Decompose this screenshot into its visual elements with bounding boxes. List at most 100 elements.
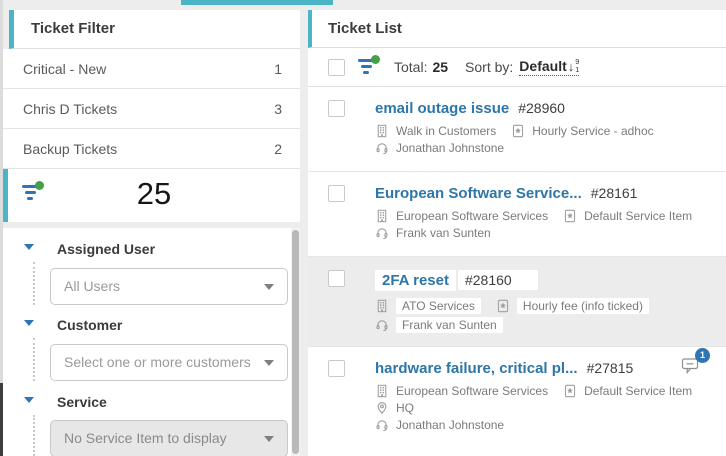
saved-filter-item-chris-d[interactable]: Chris D Tickets 3 bbox=[3, 89, 300, 129]
assignee-headset-icon bbox=[376, 143, 388, 155]
saved-filter-count: 2 bbox=[274, 140, 282, 157]
filter-active-icon[interactable] bbox=[22, 181, 44, 203]
saved-filter-count: 1 bbox=[274, 60, 282, 77]
saved-filter-item-critical-new[interactable]: Critical - New 1 bbox=[3, 49, 300, 89]
ticket-meta-line: European Software Services Default Servi… bbox=[375, 384, 726, 398]
service-dropdown[interactable]: No Service Item to display bbox=[50, 420, 288, 456]
saved-filter-list: Critical - New 1 Chris D Tickets 3 Backu… bbox=[3, 49, 300, 169]
section-connector bbox=[33, 262, 35, 305]
status-dot-icon bbox=[35, 181, 44, 190]
chevron-down-icon bbox=[264, 284, 274, 290]
ticket-service: Default Service Item bbox=[584, 209, 693, 223]
sort-selector[interactable]: Default ↓ 9 1 bbox=[519, 57, 580, 76]
ticket-checkbox[interactable] bbox=[328, 100, 345, 117]
ticket-meta-line: Frank van Sunten bbox=[375, 226, 726, 240]
total-label: Total: bbox=[394, 59, 428, 75]
saved-filter-item-backup[interactable]: Backup Tickets 2 bbox=[3, 129, 300, 169]
service-item-icon bbox=[565, 384, 576, 398]
assigned-user-label: Assigned User bbox=[57, 241, 156, 257]
section-connector bbox=[33, 338, 35, 381]
ticket-assignee: Jonathan Johnstone bbox=[396, 418, 505, 432]
sort-by-label: Sort by: bbox=[465, 59, 514, 75]
saved-filter-label: Chris D Tickets bbox=[23, 100, 118, 117]
ticket-checkbox[interactable] bbox=[328, 270, 345, 287]
ticket-customer: ATO Services bbox=[396, 298, 481, 314]
filter-active-icon[interactable] bbox=[358, 55, 380, 77]
ticket-checkbox[interactable] bbox=[328, 185, 345, 202]
ticket-list-title: Ticket List bbox=[308, 10, 726, 48]
customer-building-icon bbox=[377, 299, 387, 313]
ticket-title-link[interactable]: email outage issue bbox=[375, 100, 510, 117]
collapse-customer-icon[interactable] bbox=[24, 320, 34, 326]
customer-value: Select one or more customers bbox=[64, 354, 251, 370]
assignee-headset-icon bbox=[376, 420, 388, 432]
assigned-user-dropdown[interactable]: All Users bbox=[50, 268, 288, 305]
ticket-row[interactable]: European Software Service... #28161 Euro… bbox=[308, 172, 726, 257]
ticket-meta-line: Frank van Sunten bbox=[375, 317, 726, 333]
ticket-meta-line: Walk in Customers Hourly Service - adhoc bbox=[375, 124, 726, 138]
select-all-checkbox[interactable] bbox=[328, 58, 345, 76]
status-dot-icon bbox=[371, 55, 380, 64]
customer-label: Customer bbox=[57, 317, 123, 333]
ticket-id: #27815 bbox=[586, 360, 634, 376]
collapse-assigned-user-icon[interactable] bbox=[24, 244, 34, 250]
ticket-customer: European Software Services bbox=[396, 209, 549, 223]
ticket-row[interactable]: hardware failure, critical pl... #27815 … bbox=[308, 347, 726, 456]
ticket-checkbox[interactable] bbox=[328, 360, 345, 377]
service-item-icon bbox=[497, 299, 508, 313]
scrollbar-track[interactable] bbox=[291, 228, 300, 456]
ticket-customer: Walk in Customers bbox=[396, 124, 497, 138]
unread-message-indicator[interactable]: 1 bbox=[680, 348, 710, 375]
assignee-headset-icon bbox=[376, 228, 388, 240]
customer-building-icon bbox=[377, 209, 387, 223]
ticket-rows: email outage issue #28960 Walk in Custom… bbox=[308, 87, 726, 456]
collapse-service-icon[interactable] bbox=[24, 397, 34, 403]
sort-value: Default bbox=[519, 58, 567, 74]
ticket-id: #28160 bbox=[457, 270, 538, 290]
ticket-assignee: Jonathan Johnstone bbox=[396, 141, 505, 155]
unread-count-badge: 1 bbox=[695, 348, 710, 363]
customer-building-icon bbox=[377, 384, 387, 398]
customer-dropdown[interactable]: Select one or more customers bbox=[50, 344, 288, 381]
left-edge-strip bbox=[0, 0, 3, 456]
left-edge-strip-dark bbox=[0, 383, 4, 456]
ticket-meta-line: ATO Services Hourly fee (info ticked) bbox=[375, 298, 726, 314]
filter-options-panel: Assigned User All Users Customer Select … bbox=[3, 228, 300, 456]
ticket-title-link[interactable]: European Software Service... bbox=[375, 185, 582, 202]
ticket-service: Default Service Item bbox=[584, 384, 693, 398]
ticket-id: #28161 bbox=[590, 185, 638, 201]
ticket-title-link[interactable]: hardware failure, critical pl... bbox=[375, 360, 578, 377]
assignee-headset-icon bbox=[376, 320, 388, 332]
ticket-service: Hourly fee (info ticked) bbox=[516, 298, 649, 314]
chat-bubble-icon bbox=[681, 358, 699, 375]
section-connector bbox=[33, 415, 35, 456]
assigned-user-value: All Users bbox=[64, 278, 121, 294]
service-label: Service bbox=[57, 394, 107, 410]
chevron-down-icon bbox=[264, 436, 274, 442]
location-pin-icon bbox=[377, 402, 387, 415]
ticket-id: #28960 bbox=[518, 100, 565, 116]
ticket-meta-line: Jonathan Johnstone bbox=[375, 141, 726, 155]
scrollbar-thumb[interactable] bbox=[292, 230, 299, 454]
sort-descending-icon: ↓ 9 1 bbox=[567, 57, 580, 74]
ticket-list-toolbar: Total: 25 Sort by: Default ↓ 9 1 bbox=[308, 48, 726, 87]
ticket-location: HQ bbox=[396, 401, 414, 415]
saved-filter-label: Critical - New bbox=[23, 60, 107, 77]
saved-filter-count: 3 bbox=[274, 100, 282, 117]
saved-filter-label: Backup Tickets bbox=[23, 140, 118, 157]
service-item-icon bbox=[565, 209, 576, 223]
ticket-customer: European Software Services bbox=[396, 384, 549, 398]
ticket-service: Hourly Service - adhoc bbox=[532, 124, 654, 138]
ticket-row[interactable]: email outage issue #28960 Walk in Custom… bbox=[308, 87, 726, 172]
filter-result-count: 25 bbox=[136, 176, 172, 211]
service-item-icon bbox=[513, 124, 524, 138]
ticket-meta-line: Jonathan Johnstone bbox=[375, 418, 726, 432]
ticket-title-link[interactable]: 2FA reset bbox=[375, 270, 456, 291]
filter-panel-title: Ticket Filter bbox=[9, 10, 300, 49]
total-value: 25 bbox=[432, 59, 449, 75]
ticket-meta-line: European Software Services Default Servi… bbox=[375, 209, 726, 223]
service-value: No Service Item to display bbox=[64, 430, 227, 446]
ticket-row-selected[interactable]: 2FA reset #28160 ATO Services Hourly fee… bbox=[308, 257, 726, 347]
filter-result-block: 25 bbox=[3, 169, 300, 222]
